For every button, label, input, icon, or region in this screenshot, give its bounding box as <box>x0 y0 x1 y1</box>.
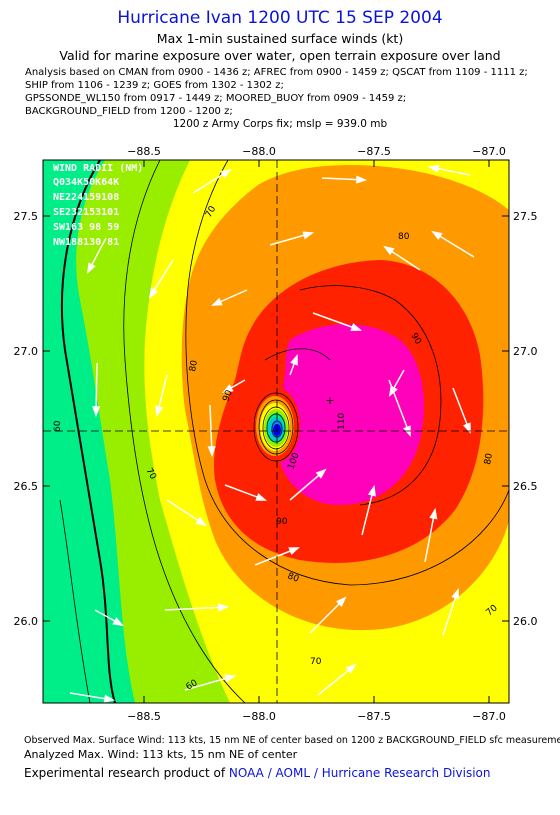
wind-vector-shaft <box>388 379 411 436</box>
map-subtitle: Max 1-min sustained surface winds (kt) <box>156 31 404 46</box>
contour-label-80-b: 80 <box>188 359 200 372</box>
wind-radii-title: WIND RADII (NM) <box>53 163 143 174</box>
wind-radii-header: Q034K50K64K <box>53 177 119 188</box>
wind-vector-head <box>195 516 207 527</box>
credit-prefix: Experimental research product of <box>24 766 229 780</box>
analyzed-max-wind: Analyzed Max. Wind: 113 kts, 15 nm NE of… <box>24 748 298 761</box>
wind-vector-head <box>220 168 232 179</box>
contour-label-80-a: 80 <box>398 232 410 242</box>
wind-vector-shaft <box>164 606 228 611</box>
wind-vector-head <box>356 175 368 184</box>
wind-vector-head <box>383 245 395 256</box>
wind-vector-head <box>222 384 234 394</box>
wind-vector-head <box>302 231 315 240</box>
contour-label-60-left: 60 <box>53 420 63 432</box>
wind-vector-head <box>429 507 438 520</box>
validity-note: Valid for marine exposure over water, op… <box>59 48 501 63</box>
y-tick-left-2: 26.5 <box>14 480 39 493</box>
credit-organization: NOAA / AOML / Hurricane Research Divisio… <box>228 766 491 780</box>
wind-vector-head <box>427 164 440 173</box>
contour-label-90-a: 90 <box>276 517 288 527</box>
band-110 <box>277 324 424 505</box>
wind-radii-nw: NW188130 81 <box>53 237 119 248</box>
x-tick-top-1: −88.0 <box>242 145 276 158</box>
wind-vector-head <box>350 323 363 331</box>
wind-vector-head <box>367 484 376 497</box>
wind-vector-head <box>224 674 237 683</box>
y-tick-right-1: 27.0 <box>513 345 538 358</box>
y-tick-left-3: 26.0 <box>14 615 39 628</box>
max-wind-marker: + <box>325 394 334 407</box>
wind-radii-table: WIND RADII (NM) Q034K50K64K NE224159108 … <box>53 163 143 248</box>
contour-lines <box>59 160 509 703</box>
wind-vector-head <box>92 406 101 418</box>
y-tick-left-0: 27.5 <box>14 210 39 223</box>
wind-vector-head <box>345 663 357 674</box>
wind-vector-head <box>103 694 116 703</box>
wind-vector-head <box>288 547 300 556</box>
wind-vector-head <box>451 587 460 600</box>
eye-contour-lines <box>253 392 299 462</box>
y-tick-right-3: 26.0 <box>513 615 538 628</box>
contour-label-80-c: 80 <box>286 571 300 584</box>
axis-ticks <box>43 160 509 703</box>
y-tick-left-1: 27.0 <box>14 345 39 358</box>
max-wind-ring <box>60 160 116 703</box>
wind-vectors <box>69 164 475 703</box>
contour-label-110: 110 <box>337 413 347 430</box>
wind-vector-head <box>218 603 230 612</box>
analysis-sources-line-4: BACKGROUND_FIELD from 1200 - 1200 z; <box>25 106 233 117</box>
axis-labels: −88.5 −88.0 −87.5 −87.0 −88.5 −88.0 −87.… <box>14 145 538 720</box>
wind-vector-shaft <box>424 509 436 563</box>
map-frame <box>42 159 510 704</box>
wind-radii-sw: SW163 98 59 <box>53 222 119 233</box>
analysis-sources-line-3: GPSSONDE_WL150 from 0917 - 1449 z; MOORE… <box>25 93 407 104</box>
x-tick-bottom-3: −87.0 <box>472 710 506 720</box>
wind-vector-head <box>87 262 96 274</box>
y-tick-right-2: 26.5 <box>513 480 538 493</box>
contour-label-80-d: 80 <box>483 452 495 465</box>
x-tick-bottom-0: −88.5 <box>127 710 161 720</box>
wind-vector-head <box>211 297 223 306</box>
observed-max-wind: Observed Max. Surface Wind: 113 kts, 15 … <box>24 735 560 746</box>
analysis-sources-line-1: Analysis based on CMAN from 0900 - 1436 … <box>25 67 528 78</box>
wind-vector-head <box>207 446 216 458</box>
wind-vector-head <box>315 468 327 479</box>
wind-vector-head <box>431 230 443 241</box>
x-tick-bottom-2: −87.5 <box>357 710 391 720</box>
analysis-sources-line-2: SHIP from 1106 - 1239 z; GOES from 1302 … <box>25 80 284 91</box>
contour-label-70-c: 70 <box>310 657 322 667</box>
wind-vector-head <box>112 617 124 627</box>
credit-line: Experimental research product of NOAA / … <box>24 766 490 780</box>
wind-vector-head <box>463 422 471 434</box>
y-tick-right-0: 27.5 <box>513 210 538 223</box>
wind-radii-se: SE232153101 <box>53 207 119 218</box>
x-tick-top-3: −87.0 <box>472 145 506 158</box>
x-tick-top-2: −87.5 <box>357 145 391 158</box>
wind-vector-head <box>148 287 159 299</box>
wind-contour-field <box>43 160 509 703</box>
wind-vector-head <box>335 596 347 608</box>
x-tick-top-0: −88.5 <box>127 145 161 158</box>
map-title: Hurricane Ivan 1200 UTC 15 SEP 2004 <box>117 8 443 28</box>
army-corps-fix: 1200 z Army Corps fix; mslp = 939.0 mb <box>172 118 388 130</box>
wind-vector-head <box>255 493 267 501</box>
contour-label-90-c: 90 <box>221 389 234 403</box>
wind-field-map: −88.5 −88.0 −87.5 −87.0 −88.5 −88.0 −87.… <box>14 145 538 720</box>
wind-vector-head <box>290 353 298 366</box>
wind-vector-head <box>155 405 164 418</box>
x-tick-bottom-1: −88.0 <box>242 710 276 720</box>
wind-radii-ne: NE224159108 <box>53 192 119 203</box>
